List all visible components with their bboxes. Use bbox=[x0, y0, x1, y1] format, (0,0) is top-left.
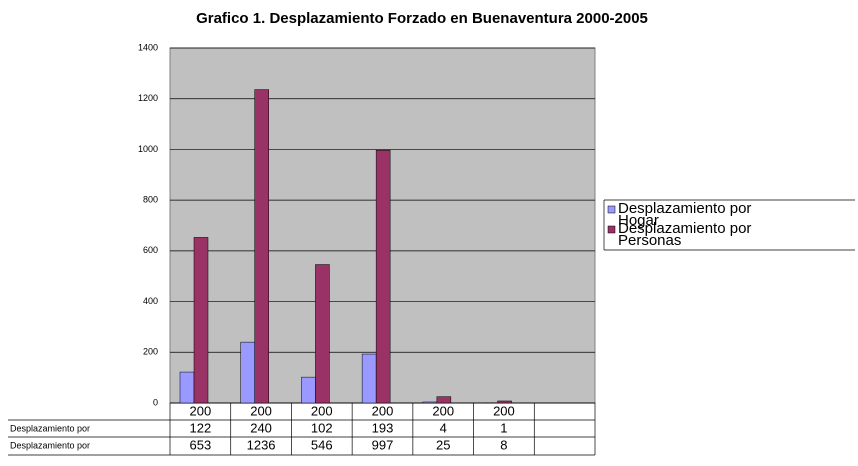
bar bbox=[422, 401, 438, 404]
y-tick-label: 1000 bbox=[138, 144, 158, 154]
bar bbox=[240, 341, 255, 404]
chart-title: Grafico 1. Desplazamiento Forzado en Bue… bbox=[196, 10, 648, 27]
bar bbox=[361, 353, 377, 404]
table-row-label: Desplazamiento por bbox=[10, 423, 90, 433]
table-value: 1 bbox=[500, 420, 507, 435]
table-value: 8 bbox=[500, 437, 507, 452]
bar bbox=[497, 400, 512, 404]
bar bbox=[315, 264, 330, 404]
bar bbox=[301, 376, 316, 404]
table-value: 102 bbox=[311, 420, 333, 435]
table-value: 122 bbox=[190, 420, 212, 435]
x-tick-label: 200 bbox=[432, 403, 454, 418]
y-tick-label: 400 bbox=[143, 296, 158, 306]
y-tick-label: 0 bbox=[153, 397, 158, 407]
legend-swatch bbox=[607, 225, 616, 234]
table-value: 193 bbox=[372, 420, 394, 435]
bar bbox=[254, 89, 269, 404]
legend-label: Desplazamiento por Personas bbox=[618, 220, 752, 249]
table-value: 653 bbox=[190, 437, 212, 452]
table-value: 240 bbox=[250, 420, 272, 435]
x-tick-label: 200 bbox=[190, 403, 212, 418]
bar bbox=[193, 237, 209, 404]
table-row-label: Desplazamiento por bbox=[10, 440, 90, 450]
bar bbox=[179, 371, 195, 404]
bar bbox=[375, 149, 391, 404]
table-value: 1236 bbox=[247, 437, 276, 452]
table-value: 4 bbox=[440, 420, 447, 435]
y-tick-label: 800 bbox=[143, 195, 158, 205]
y-tick-label: 600 bbox=[143, 245, 158, 255]
x-tick-label: 200 bbox=[250, 403, 272, 418]
x-tick-label: 200 bbox=[311, 403, 333, 418]
x-tick-label: 200 bbox=[372, 403, 394, 418]
table-value: 997 bbox=[372, 437, 394, 452]
table-value: 546 bbox=[311, 437, 333, 452]
legend-label: Desplazamiento por Hogar bbox=[618, 200, 752, 229]
table-value: 25 bbox=[436, 437, 450, 452]
legend-swatch bbox=[607, 205, 616, 214]
x-tick-label: 200 bbox=[493, 403, 515, 418]
y-tick-label: 1200 bbox=[138, 93, 158, 103]
bar bbox=[436, 396, 452, 404]
y-tick-label: 200 bbox=[143, 347, 158, 357]
y-tick-label: 1400 bbox=[138, 42, 158, 52]
